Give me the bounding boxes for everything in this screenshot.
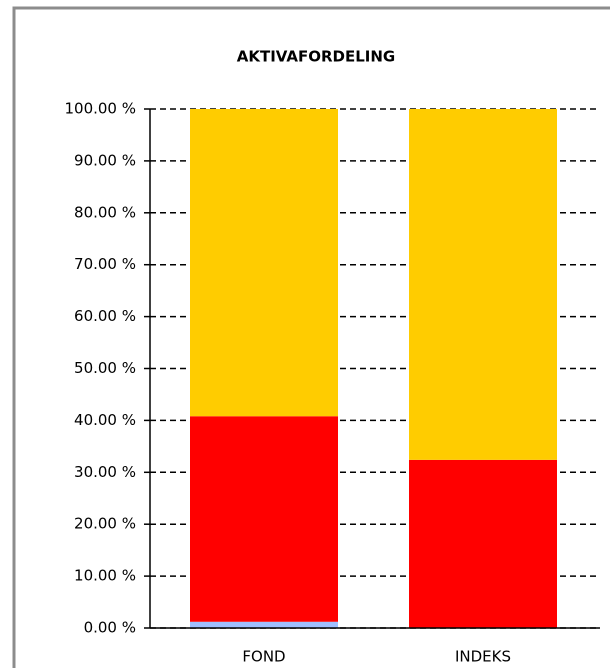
y-tick-label: 90.00 %	[74, 151, 136, 169]
y-tick-label: 100.00 %	[64, 100, 136, 118]
bar-segment	[190, 416, 338, 622]
bar-segment	[190, 109, 338, 417]
x-tick-label: INDEKS	[455, 648, 511, 666]
chart-title: AKTIVAFORDELING	[237, 48, 396, 66]
bar-segment	[190, 621, 338, 628]
bar-segment	[409, 109, 557, 460]
frame	[12, 6, 610, 668]
x-tick-label: FOND	[242, 648, 285, 666]
y-tick-label: 50.00 %	[74, 359, 136, 377]
y-tick-label: 20.00 %	[74, 515, 136, 533]
y-tick-label: 80.00 %	[74, 203, 136, 221]
y-tick-label: 40.00 %	[74, 411, 136, 429]
y-tick-label: 0.00 %	[84, 619, 136, 637]
y-tick-label: 70.00 %	[74, 255, 136, 273]
bars	[190, 109, 557, 628]
bar-segment	[409, 459, 557, 628]
y-tick-label: 10.00 %	[74, 567, 136, 585]
axes: 0.00 % 10.00 % 20.00 % 30.00 % 40.00 % 50.00 …	[64, 100, 600, 666]
y-tick-label: 30.00 %	[74, 463, 136, 481]
y-tick-label: 60.00 %	[74, 307, 136, 325]
